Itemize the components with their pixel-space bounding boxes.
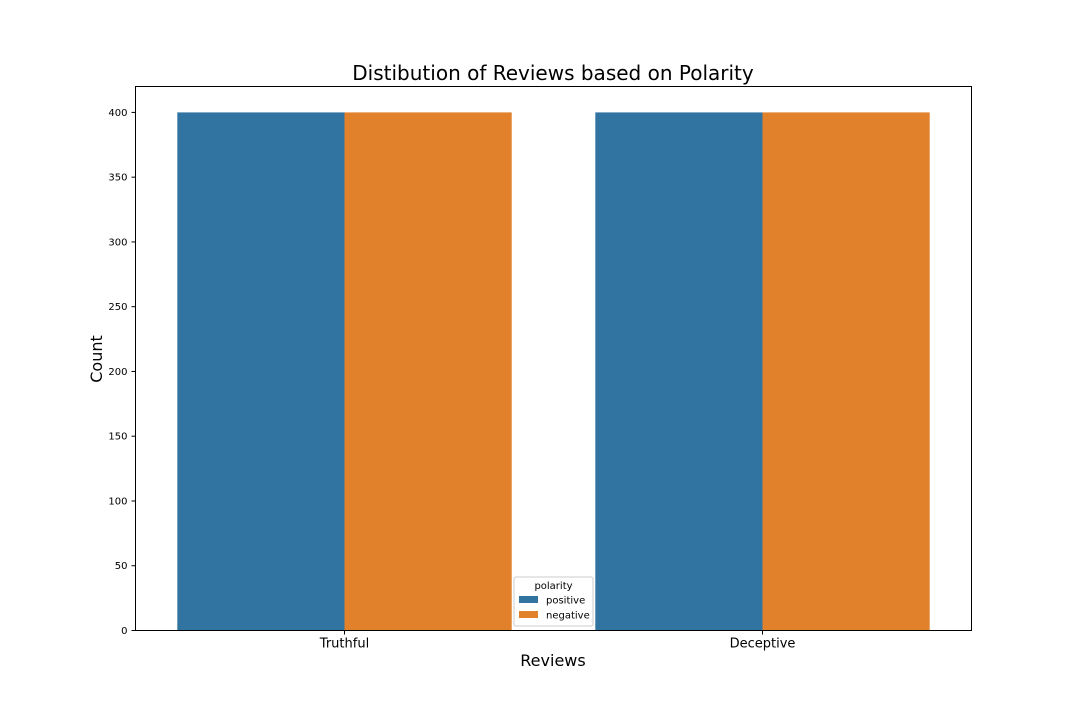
bar-truthful-negative — [344, 112, 512, 631]
legend-label-negative: negative — [546, 611, 590, 622]
legend-label-positive: positive — [546, 596, 585, 607]
bar-truthful-positive — [177, 112, 345, 631]
legend-swatch-positive — [519, 596, 538, 603]
y-tick-label: 300 — [108, 237, 127, 248]
bars-layer — [177, 112, 930, 631]
x-tick-label: Deceptive — [730, 637, 796, 652]
x-tick-label: Truthful — [319, 637, 369, 652]
bar-deceptive-negative — [762, 112, 930, 631]
bar-deceptive-positive — [595, 112, 763, 631]
y-tick-label: 200 — [108, 367, 127, 378]
y-tick-label: 150 — [108, 432, 127, 443]
legend-swatch-negative — [519, 611, 538, 618]
plot-frame — [135, 86, 972, 631]
y-tick-label: 250 — [108, 302, 127, 313]
y-tick-label: 350 — [108, 173, 127, 184]
y-tick-label: 50 — [115, 561, 128, 572]
x-axis: Truthful Deceptive — [319, 630, 796, 652]
legend-items: positive negative — [519, 596, 590, 622]
y-tick-label: 100 — [108, 496, 127, 507]
legend: polarity positive negative — [513, 576, 594, 627]
y-tick-label: 400 — [108, 108, 127, 119]
y-axis-title: Count — [87, 335, 106, 383]
x-axis-title: Reviews — [520, 651, 585, 670]
y-tick-label: 0 — [121, 626, 127, 637]
y-axis: 0 50 100 150 200 250 300 350 400 — [108, 108, 136, 637]
legend-title: polarity — [534, 581, 572, 592]
chart-title: Distibution of Reviews based on Polarity — [352, 61, 754, 85]
